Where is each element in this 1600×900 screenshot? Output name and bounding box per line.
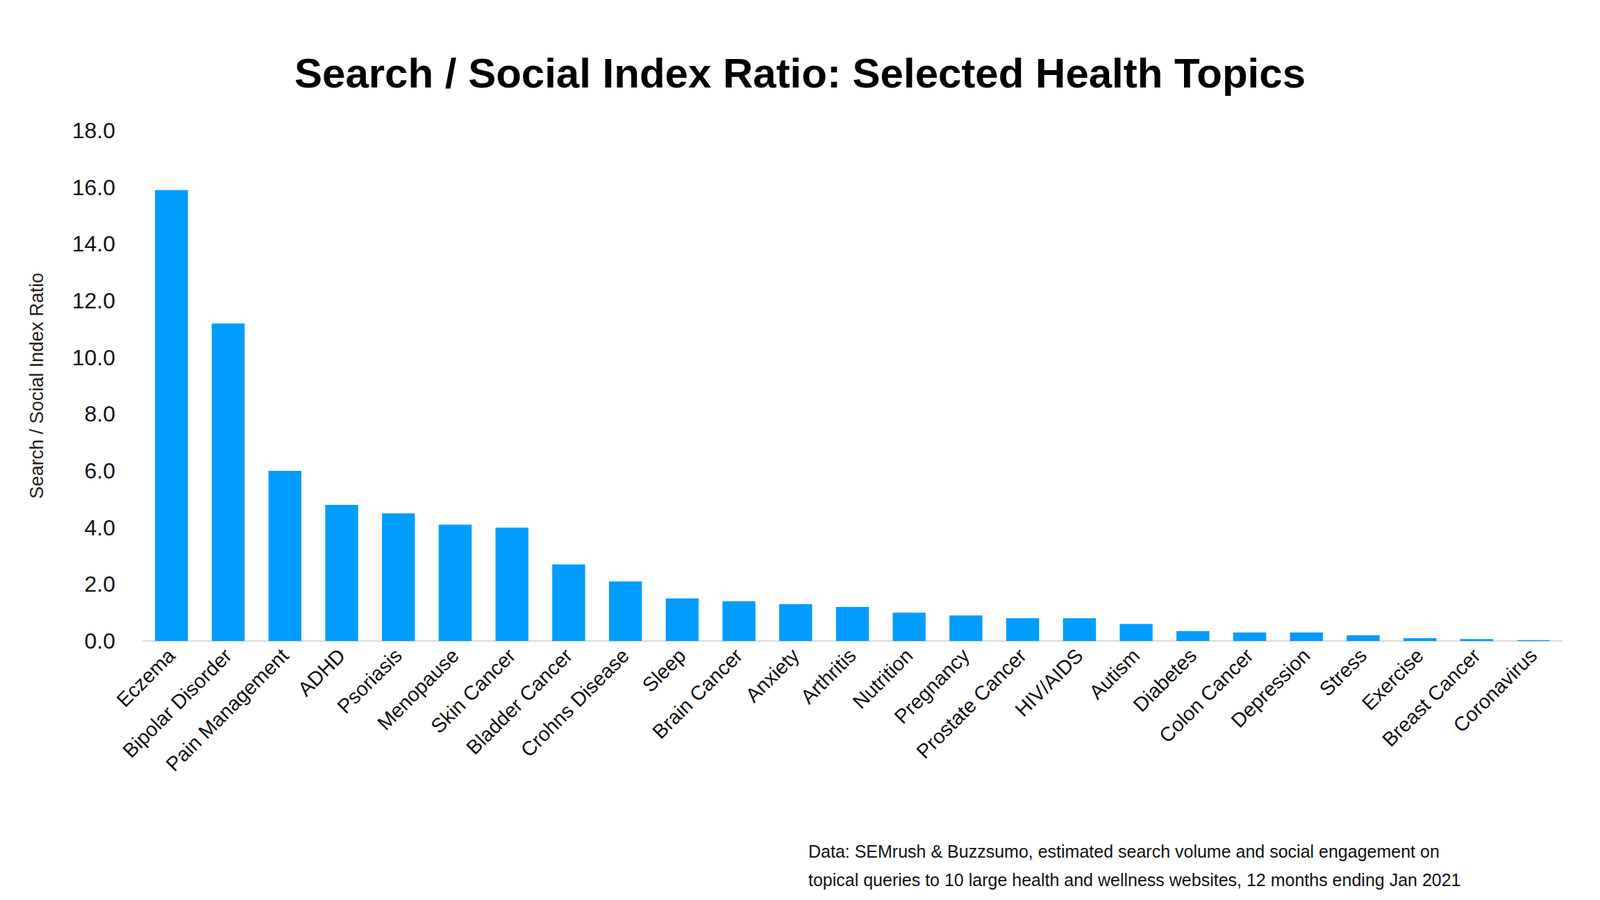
svg-text:18.0: 18.0 xyxy=(72,118,116,144)
svg-text:Colon Cancer: Colon Cancer xyxy=(1154,644,1258,747)
svg-text:Skin Cancer: Skin Cancer xyxy=(426,644,520,738)
svg-text:Pregnancy: Pregnancy xyxy=(890,644,974,728)
svg-text:Stress: Stress xyxy=(1315,644,1372,701)
svg-text:ADHD: ADHD xyxy=(293,644,350,701)
svg-text:Sleep: Sleep xyxy=(638,644,691,697)
svg-text:Arthritis: Arthritis xyxy=(796,644,861,709)
svg-text:0.0: 0.0 xyxy=(84,628,116,654)
svg-text:14.0: 14.0 xyxy=(72,231,116,257)
svg-text:Diabetes: Diabetes xyxy=(1128,644,1201,717)
svg-text:Psoriasis: Psoriasis xyxy=(332,644,407,718)
svg-text:Bipolar Disorder: Bipolar Disorder xyxy=(118,644,237,763)
svg-text:Nutrition: Nutrition xyxy=(848,644,918,713)
svg-text:6.0: 6.0 xyxy=(84,458,116,484)
svg-text:Data: SEMrush & Buzzsumo, esti: Data: SEMrush & Buzzsumo, estimated sear… xyxy=(808,841,1440,862)
svg-text:Search / Social Index Ratio: S: Search / Social Index Ratio: Selected He… xyxy=(294,50,1306,97)
svg-text:Crohns Disease: Crohns Disease xyxy=(515,644,633,762)
svg-text:Autism: Autism xyxy=(1084,644,1145,704)
svg-text:4.0: 4.0 xyxy=(84,515,116,541)
svg-text:10.0: 10.0 xyxy=(72,345,116,371)
svg-text:Pain Management: Pain Management xyxy=(161,644,294,776)
svg-text:12.0: 12.0 xyxy=(72,288,116,314)
svg-text:Search / Social Index Ratio: Search / Social Index Ratio xyxy=(26,272,48,500)
svg-text:Exercise: Exercise xyxy=(1357,644,1428,715)
svg-text:Coronavirus: Coronavirus xyxy=(1448,644,1541,737)
svg-text:topical queries to 10 large he: topical queries to 10 large health and w… xyxy=(808,870,1462,890)
svg-text:2.0: 2.0 xyxy=(84,571,116,597)
svg-text:8.0: 8.0 xyxy=(84,401,116,427)
svg-text:16.0: 16.0 xyxy=(72,175,116,200)
svg-text:HIV/AIDS: HIV/AIDS xyxy=(1010,644,1087,721)
svg-text:Anxiety: Anxiety xyxy=(740,643,804,707)
svg-text:Depression: Depression xyxy=(1226,644,1314,732)
svg-text:Bladder Cancer: Bladder Cancer xyxy=(461,644,577,759)
svg-text:Menopause: Menopause xyxy=(372,644,464,735)
svg-text:Eczema: Eczema xyxy=(112,644,180,712)
svg-text:Prostate Cancer: Prostate Cancer xyxy=(912,644,1031,763)
svg-text:Breast Cancer: Breast Cancer xyxy=(1377,643,1485,751)
svg-text:Brain Cancer: Brain Cancer xyxy=(647,643,747,743)
